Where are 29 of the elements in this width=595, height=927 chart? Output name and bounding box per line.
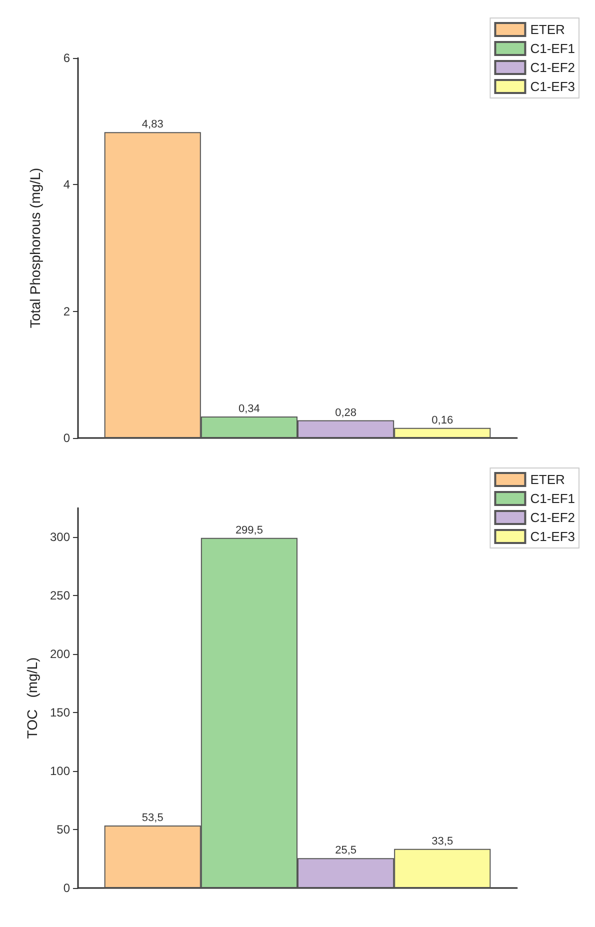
- y-tick-label: 0: [63, 431, 70, 445]
- legend-label: C1-EF1: [530, 41, 576, 56]
- legend-label: C1-EF1: [530, 491, 576, 506]
- legend-label: C1-EF2: [530, 60, 576, 75]
- y-tick-label: 300: [50, 530, 70, 544]
- data-label: 0,28: [335, 406, 356, 419]
- y-tick-label: 200: [50, 647, 70, 662]
- y-axis-title: Total Phosphorous (mg/L): [27, 168, 43, 328]
- legend-label: C1-EF3: [530, 529, 576, 544]
- data-label: 0,16: [432, 414, 454, 426]
- y-axis-title: TOC (mg/L): [24, 657, 40, 739]
- data-label: 0,34: [238, 402, 260, 415]
- legend-label: C1-EF3: [530, 79, 576, 94]
- y-tick-label: 2: [63, 304, 70, 318]
- y-tick-label: 150: [50, 706, 70, 720]
- legend-label: C1-EF2: [530, 510, 576, 525]
- data-label: 25,5: [335, 844, 356, 857]
- y-tick-label: 0: [63, 881, 70, 895]
- data-label: 299,5: [235, 524, 263, 536]
- y-tick-label: 4: [63, 178, 70, 192]
- data-label: 33,5: [432, 835, 454, 848]
- y-tick-label: 6: [63, 51, 70, 65]
- legend-label: ETER: [530, 472, 565, 487]
- y-tick-label: 250: [50, 588, 70, 603]
- y-tick-label: 100: [50, 764, 70, 778]
- y-tick-label: 50: [56, 822, 70, 837]
- data-label: 4,83: [142, 118, 164, 131]
- legend-label: ETER: [530, 22, 565, 37]
- data-label: 53,5: [142, 812, 164, 824]
